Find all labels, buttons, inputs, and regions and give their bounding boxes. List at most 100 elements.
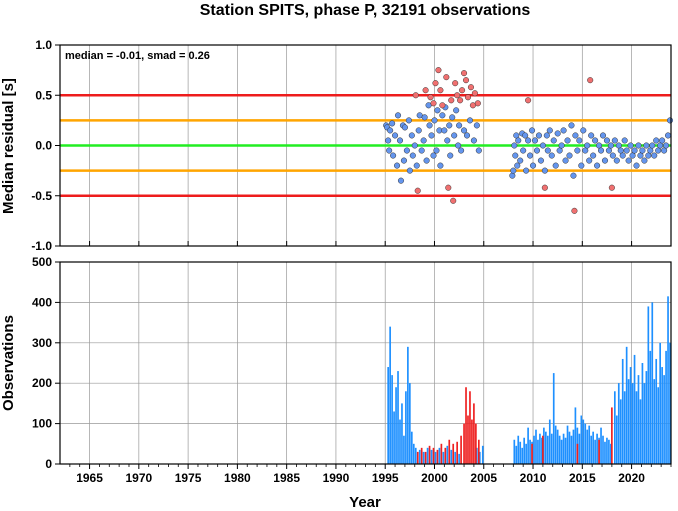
residual-point [457, 97, 464, 104]
residual-point [522, 132, 529, 139]
residual-panel: 1.0 0.5 0.0 -0.5 -1.0 median = -0.01, smad =… [0, 38, 674, 253]
observation-bar [562, 433, 565, 464]
residual-point [434, 107, 441, 114]
observation-bar [659, 342, 661, 464]
residual-point [552, 162, 559, 169]
residual-point [447, 152, 454, 159]
residual-point [513, 132, 520, 139]
residual-point [647, 147, 654, 154]
residual-point [659, 137, 666, 144]
residual-point [663, 142, 670, 149]
observation-bar [655, 358, 658, 464]
observation-bar [454, 451, 457, 464]
observation-bar [661, 367, 663, 464]
residual-point [651, 152, 658, 159]
residual-point [560, 127, 567, 134]
observation-bar [515, 445, 518, 464]
observation-bar [550, 433, 553, 464]
observation-bar [580, 415, 583, 464]
residual-point [462, 77, 470, 84]
observation-bar [527, 427, 529, 464]
observation-bar [422, 451, 425, 464]
observations-panel: 500 400 300 200 100 0 1965 1970 1975 1980 1985 199… [0, 255, 672, 511]
residual-y-tick-label: -0.5 [31, 189, 52, 203]
observation-bar [469, 391, 471, 464]
observation-bar [560, 439, 563, 464]
observation-bar [653, 379, 656, 464]
observation-bar [529, 439, 531, 464]
residual-point [615, 142, 622, 149]
observation-bar [625, 346, 628, 464]
residual-point [527, 152, 534, 159]
observation-bar [590, 435, 593, 464]
residual-point [446, 122, 453, 129]
residual-point [414, 187, 421, 194]
residual-point [554, 130, 561, 137]
residual-point [525, 137, 532, 144]
residual-point [537, 157, 544, 164]
residual-point [397, 177, 405, 184]
residual-point [586, 157, 593, 164]
observation-bar [475, 423, 477, 464]
residual-point [550, 137, 557, 144]
observation-bar [389, 326, 391, 464]
observation-bar [391, 375, 393, 464]
observation-bar [645, 371, 648, 464]
observation-bar [452, 443, 455, 464]
observation-bar [663, 375, 665, 464]
residual-point [645, 152, 652, 159]
observations-y-tick-label: 300 [32, 336, 52, 350]
observation-bar [513, 439, 516, 464]
residual-point [588, 132, 595, 139]
residual-point [385, 137, 392, 144]
residual-point [637, 152, 644, 159]
residual-point [587, 77, 594, 84]
residual-point [655, 147, 662, 154]
observation-bar [633, 354, 636, 464]
observation-bar [669, 342, 671, 464]
x-tick-label: 2010 [520, 471, 547, 485]
observation-bar [542, 435, 544, 464]
observation-bar [471, 419, 473, 464]
observation-bar [608, 439, 610, 464]
observation-bar [617, 383, 620, 464]
residual-point [570, 172, 577, 179]
residual-point [428, 132, 435, 139]
observation-bar [397, 371, 399, 464]
observations-x-ticks: 1965 1970 1975 1980 1985 1990 1995 2000 2005 2010… [69, 464, 672, 485]
residual-y-tick-label: 0.5 [35, 88, 52, 102]
residual-point [601, 157, 609, 164]
observation-bar [442, 451, 445, 464]
observation-bar [600, 427, 602, 464]
observation-bar [395, 387, 397, 464]
residual-point [562, 157, 569, 164]
observation-bar [401, 403, 403, 464]
residual-point [548, 152, 555, 159]
residual-point [441, 127, 448, 134]
residual-point [643, 142, 650, 149]
residual-point [623, 147, 630, 154]
residual-point [411, 142, 418, 149]
residual-point [515, 137, 522, 144]
x-axis-label: Year [349, 494, 381, 511]
x-tick-label: 1995 [372, 471, 399, 485]
observation-bar [641, 363, 644, 464]
residual-point [511, 142, 518, 149]
observation-bar [539, 433, 541, 464]
observation-bar [552, 373, 555, 464]
residual-points [383, 67, 674, 214]
residual-y-tick-label: 0.0 [35, 139, 52, 153]
observation-bar [584, 423, 587, 464]
residual-point [448, 97, 455, 104]
residual-point [531, 137, 539, 144]
residual-point [450, 197, 457, 204]
residual-point [437, 162, 444, 169]
residual-point [564, 137, 571, 144]
observation-bar [420, 447, 423, 464]
observation-bar [387, 367, 390, 464]
observation-bar [594, 439, 596, 464]
observation-bar [473, 403, 475, 464]
observation-bar [531, 443, 533, 464]
residual-point [389, 120, 396, 127]
observation-bar [409, 383, 411, 464]
